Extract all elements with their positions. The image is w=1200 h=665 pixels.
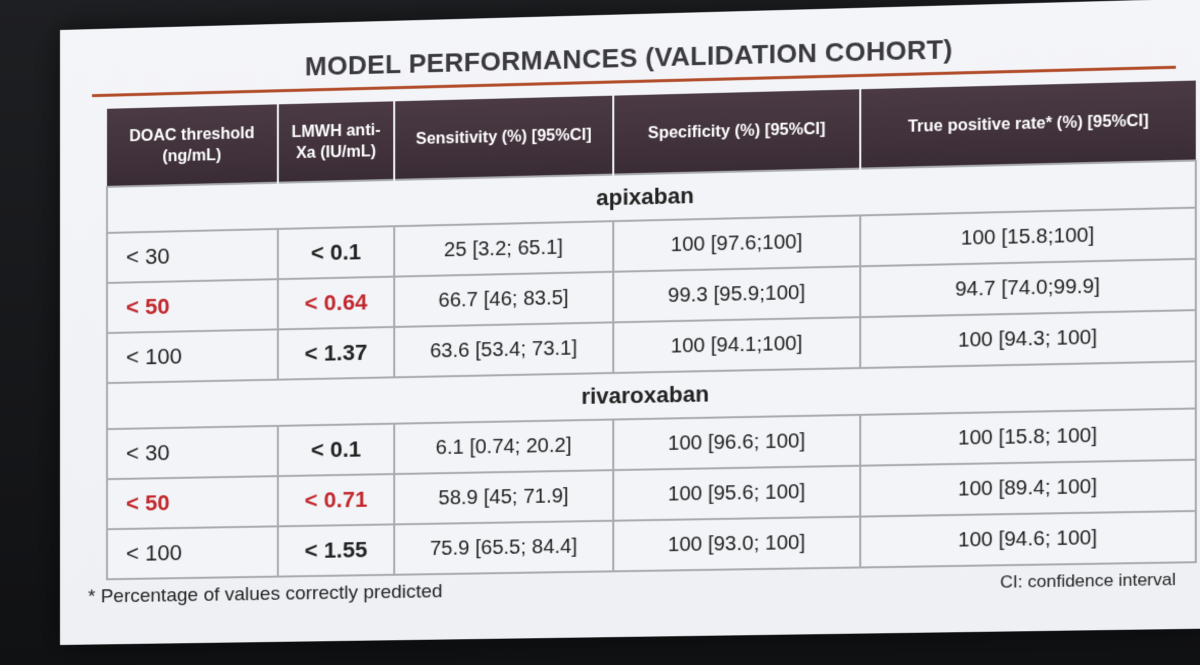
sensitivity-cell: 66.7 [46; 83.5] bbox=[394, 272, 613, 327]
header-doac-threshold: DOAC threshold (ng/mL) bbox=[107, 104, 278, 187]
antixa-cell: < 0.1 bbox=[278, 226, 394, 279]
sensitivity-cell: 58.9 [45; 71.9] bbox=[394, 470, 613, 524]
specificity-cell: 100 [93.0; 100] bbox=[613, 517, 860, 572]
doac-threshold-cell: < 30 bbox=[107, 426, 278, 479]
specificity-cell: 99.3 [95.9;100] bbox=[613, 266, 860, 322]
tpr-cell: 100 [94.6; 100] bbox=[860, 511, 1196, 567]
specificity-cell: 100 [96.6; 100] bbox=[613, 415, 860, 470]
doac-threshold-cell: < 100 bbox=[107, 329, 278, 383]
tpr-cell: 100 [89.4; 100] bbox=[860, 460, 1196, 517]
tpr-cell: 100 [15.8;100] bbox=[860, 208, 1196, 267]
tpr-cell: 100 [94.3; 100] bbox=[860, 310, 1196, 368]
sensitivity-cell: 63.6 [53.4; 73.1] bbox=[394, 322, 613, 377]
ci-note: CI: confidence interval bbox=[1000, 570, 1176, 595]
doac-threshold-cell: < 100 bbox=[107, 526, 278, 579]
tpr-cell: 94.7 [74.0;99.9] bbox=[860, 259, 1196, 317]
sensitivity-cell: 75.9 [65.5; 84.4] bbox=[394, 521, 613, 575]
slide: MODEL PERFORMANCES (VALIDATION COHORT) D… bbox=[60, 0, 1200, 645]
specificity-cell: 100 [97.6;100] bbox=[613, 215, 860, 271]
performance-table: DOAC threshold (ng/mL) LMWH anti-Xa (IU/… bbox=[106, 81, 1197, 581]
tpr-cell: 100 [15.8; 100] bbox=[860, 408, 1196, 465]
doac-threshold-cell: < 50 bbox=[107, 279, 278, 333]
doac-threshold-cell: < 30 bbox=[107, 229, 278, 283]
antixa-cell: < 0.64 bbox=[278, 277, 394, 330]
header-true-positive-rate: True positive rate* (%) [95%CI] bbox=[860, 81, 1196, 169]
doac-threshold-cell: < 50 bbox=[107, 476, 278, 529]
specificity-cell: 100 [95.6; 100] bbox=[613, 466, 860, 521]
header-lmwh-antixa: LMWH anti-Xa (IU/mL) bbox=[278, 101, 394, 182]
antixa-cell: < 1.37 bbox=[278, 327, 394, 380]
specificity-cell: 100 [94.1;100] bbox=[613, 317, 860, 373]
header-specificity: Specificity (%) [95%CI] bbox=[613, 89, 860, 174]
footnote: * Percentage of values correctly predict… bbox=[88, 581, 443, 609]
antixa-cell: < 1.55 bbox=[278, 524, 394, 576]
header-sensitivity: Sensitivity (%) [95%CI] bbox=[394, 96, 613, 180]
antixa-cell: < 0.1 bbox=[278, 424, 394, 476]
sensitivity-cell: 6.1 [0.74; 20.2] bbox=[394, 420, 613, 475]
sensitivity-cell: 25 [3.2; 65.1] bbox=[394, 221, 613, 276]
antixa-cell: < 0.71 bbox=[278, 474, 394, 526]
